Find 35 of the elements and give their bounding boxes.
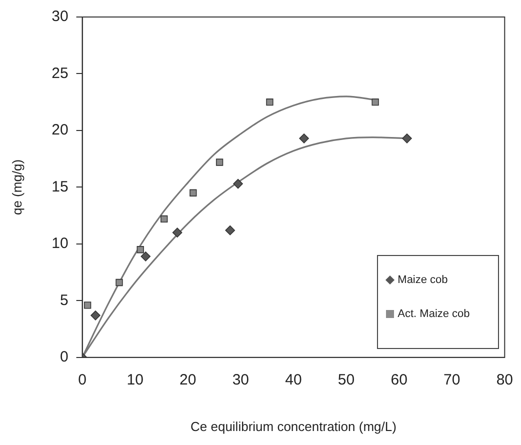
- legend-label: Maize cob: [398, 274, 448, 286]
- y-tick-label: 10: [52, 235, 68, 252]
- x-tick-label: 40: [285, 372, 302, 389]
- y-tick-label: 20: [52, 122, 68, 139]
- x-axis-title: Ce equilibrium concentration (mg/L): [190, 418, 396, 434]
- point: [402, 134, 412, 144]
- y-tick-label: 5: [60, 292, 68, 309]
- x-tick-label: 10: [126, 372, 144, 389]
- point: [299, 134, 309, 144]
- y-tick-label: 0: [60, 348, 68, 366]
- y-tick-label: 30: [52, 8, 68, 26]
- y-tick-label: 25: [52, 64, 68, 82]
- point: [225, 225, 236, 236]
- x-tick-label: 30: [232, 372, 250, 389]
- point: [140, 252, 151, 262]
- x-tick-label: 60: [390, 372, 408, 389]
- legend-label: Act. Maize cob: [398, 308, 470, 320]
- point: [160, 215, 168, 223]
- point: [116, 278, 123, 286]
- x-tick-label: 70: [444, 372, 460, 389]
- x-tick-label: 0: [78, 372, 86, 389]
- x-tick-label: 50: [338, 372, 355, 389]
- point: [266, 98, 274, 106]
- point: [216, 158, 224, 166]
- point: [190, 189, 197, 196]
- point: [136, 246, 144, 254]
- x-tick-label: 80: [496, 372, 513, 389]
- y-tick-label: 15: [52, 178, 68, 196]
- point: [233, 178, 243, 189]
- point: [372, 98, 379, 106]
- point: [90, 310, 100, 320]
- y-axis-title: qe (mg/g): [9, 159, 24, 216]
- point: [172, 228, 182, 238]
- x-tick-label: 20: [180, 372, 196, 389]
- point: [84, 302, 92, 309]
